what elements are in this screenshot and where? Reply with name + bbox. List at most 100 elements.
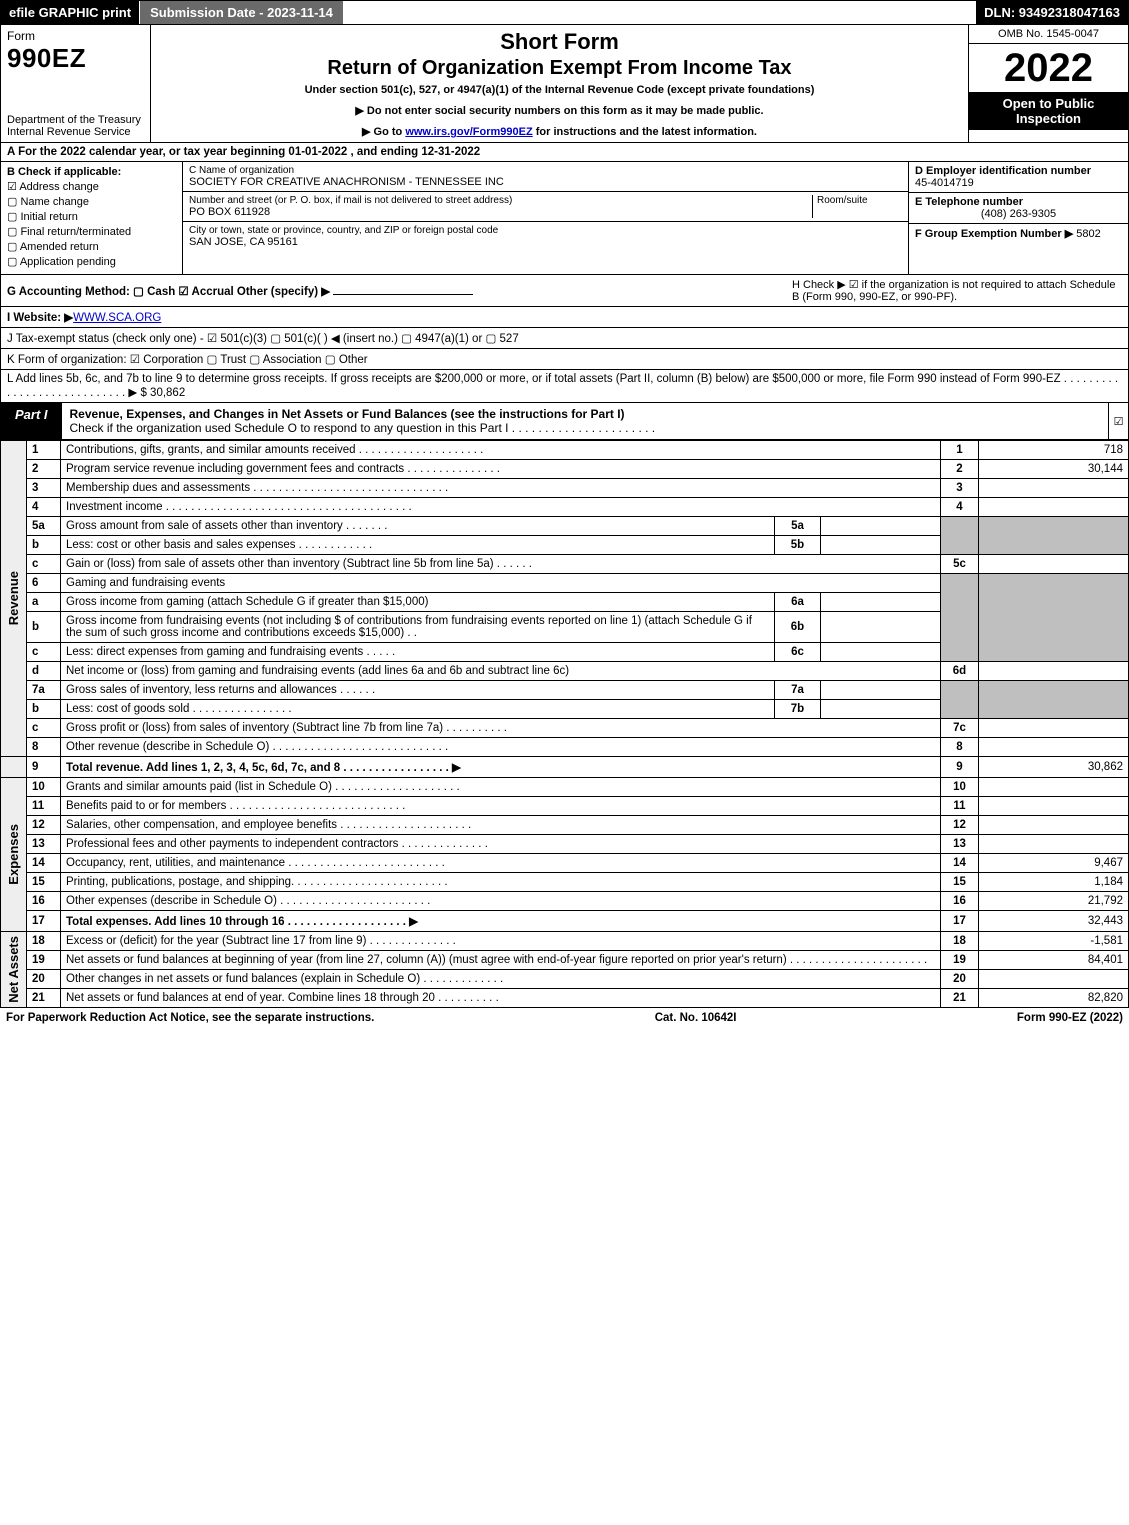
revenue-side-label: Revenue (6, 571, 21, 625)
form-header: Form 990EZ Department of the Treasury In… (0, 25, 1129, 143)
l7-grey-r (941, 681, 979, 719)
l18-amt: -1,581 (979, 932, 1129, 951)
l6c-mid: 6c (775, 643, 821, 662)
l3-r: 3 (941, 479, 979, 498)
l21-amt: 82,820 (979, 989, 1129, 1008)
short-form-title: Short Form (157, 29, 962, 55)
omb-number: OMB No. 1545-0047 (969, 25, 1128, 44)
l9-r: 9 (941, 757, 979, 778)
l21-text: Net assets or fund balances at end of ye… (61, 989, 941, 1008)
l15-text: Printing, publications, postage, and shi… (61, 873, 941, 892)
form-id-block: Form 990EZ Department of the Treasury In… (1, 25, 151, 142)
l6d-text: Net income or (loss) from gaming and fun… (61, 662, 941, 681)
l6b-num: b (27, 612, 61, 643)
l7b-num: b (27, 700, 61, 719)
l6d-r: 6d (941, 662, 979, 681)
inst2-post: for instructions and the latest informat… (533, 126, 757, 138)
l7b-mid: 7b (775, 700, 821, 719)
l6b-mid: 6b (775, 612, 821, 643)
l17-text: Total expenses. Add lines 10 through 16 … (61, 911, 941, 932)
l7-grey-a (979, 681, 1129, 719)
topbar-spacer (344, 1, 976, 24)
footer-left: For Paperwork Reduction Act Notice, see … (6, 1012, 374, 1024)
under-section: Under section 501(c), 527, or 4947(a)(1)… (157, 84, 962, 96)
l16-amt: 21,792 (979, 892, 1129, 911)
l5c-text: Gain or (loss) from sale of assets other… (61, 555, 941, 574)
l6c-val (821, 643, 941, 662)
l6a-text: Gross income from gaming (attach Schedul… (61, 593, 775, 612)
line-h: H Check ▶ ☑ if the organization is not r… (792, 278, 1122, 303)
l6b-val (821, 612, 941, 643)
l6a-val (821, 593, 941, 612)
city-value: SAN JOSE, CA 95161 (189, 236, 902, 248)
l21-num: 21 (27, 989, 61, 1008)
chk-application[interactable]: ▢ Application pending (7, 255, 176, 268)
l7a-num: 7a (27, 681, 61, 700)
chk-name[interactable]: ▢ Name change (7, 195, 176, 208)
chk-amended[interactable]: ▢ Amended return (7, 240, 176, 253)
section-c: C Name of organization SOCIETY FOR CREAT… (183, 162, 908, 274)
l5c-amt (979, 555, 1129, 574)
l19-amt: 84,401 (979, 951, 1129, 970)
f-label: F Group Exemption Number ▶ (915, 228, 1073, 240)
l15-amt: 1,184 (979, 873, 1129, 892)
efile-print-button[interactable]: efile GRAPHIC print (1, 1, 139, 24)
l2-text: Program service revenue including govern… (61, 460, 941, 479)
chk-address[interactable]: ☑ Address change (7, 180, 176, 193)
part-1-tag: Part I (1, 403, 62, 439)
l2-amt: 30,144 (979, 460, 1129, 479)
l18-text: Excess or (deficit) for the year (Subtra… (61, 932, 941, 951)
l6c-text: Less: direct expenses from gaming and fu… (61, 643, 775, 662)
part-1-header: Part I Revenue, Expenses, and Changes in… (0, 403, 1129, 440)
rev-side-gap (1, 757, 27, 778)
instruction-2: ▶ Go to www.irs.gov/Form990EZ for instru… (157, 125, 962, 138)
section-b: B Check if applicable: ☑ Address change … (1, 162, 183, 274)
l18-num: 18 (27, 932, 61, 951)
l7c-amt (979, 719, 1129, 738)
part-1-checkbox[interactable]: ☑ (1108, 403, 1128, 439)
street-label: Number and street (or P. O. box, if mail… (189, 195, 812, 206)
l6d-amt (979, 662, 1129, 681)
l8-amt (979, 738, 1129, 757)
chk-final[interactable]: ▢ Final return/terminated (7, 225, 176, 238)
l12-num: 12 (27, 816, 61, 835)
l7c-num: c (27, 719, 61, 738)
l15-num: 15 (27, 873, 61, 892)
l6a-num: a (27, 593, 61, 612)
l21-r: 21 (941, 989, 979, 1008)
inst2-pre: ▶ Go to (362, 126, 405, 138)
l6-grey-r (941, 574, 979, 662)
l16-text: Other expenses (describe in Schedule O) … (61, 892, 941, 911)
irs-link[interactable]: www.irs.gov/Form990EZ (405, 126, 532, 138)
l5ab-grey-r (941, 517, 979, 555)
city-label: City or town, state or province, country… (189, 225, 902, 236)
l4-r: 4 (941, 498, 979, 517)
l3-num: 3 (27, 479, 61, 498)
org-name: SOCIETY FOR CREATIVE ANACHRONISM - TENNE… (189, 176, 902, 188)
l5a-text: Gross amount from sale of assets other t… (61, 517, 775, 536)
l14-r: 14 (941, 854, 979, 873)
l9-num: 9 (27, 757, 61, 778)
website-link[interactable]: WWW.SCA.ORG (73, 312, 161, 324)
l10-text: Grants and similar amounts paid (list in… (61, 778, 941, 797)
tax-year: 2022 (969, 44, 1128, 92)
l7a-text: Gross sales of inventory, less returns a… (61, 681, 775, 700)
l17-num: 17 (27, 911, 61, 932)
row-g-h: G Accounting Method: ▢ Cash ☑ Accrual Ot… (0, 275, 1129, 307)
l8-text: Other revenue (describe in Schedule O) .… (61, 738, 941, 757)
b-title: B Check if applicable: (7, 166, 176, 178)
room-suite-label: Room/suite (812, 195, 902, 218)
l5b-text: Less: cost or other basis and sales expe… (61, 536, 775, 555)
l5a-num: 5a (27, 517, 61, 536)
l6c-num: c (27, 643, 61, 662)
l7a-mid: 7a (775, 681, 821, 700)
open-inspection: Open to Public Inspection (969, 92, 1128, 130)
l2-num: 2 (27, 460, 61, 479)
l6-text: Gaming and fundraising events (61, 574, 941, 593)
chk-initial[interactable]: ▢ Initial return (7, 210, 176, 223)
l3-amt (979, 479, 1129, 498)
l1-text: Contributions, gifts, grants, and simila… (61, 441, 941, 460)
c-name-label: C Name of organization (189, 165, 902, 176)
l5b-mid: 5b (775, 536, 821, 555)
street-value: PO BOX 611928 (189, 206, 812, 218)
